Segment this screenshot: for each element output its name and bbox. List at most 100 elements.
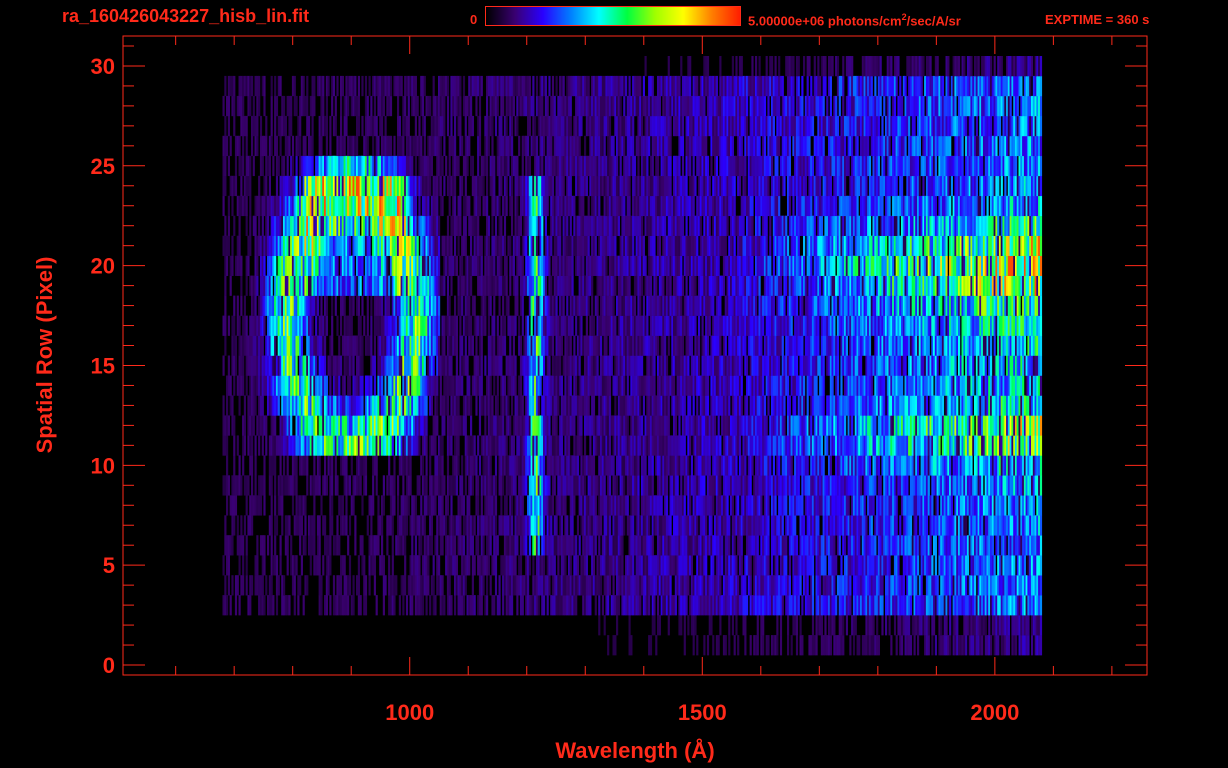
heatmap-cell bbox=[452, 395, 455, 416]
heatmap-cell bbox=[767, 435, 770, 456]
heatmap-cell bbox=[674, 435, 677, 456]
heatmap-cell bbox=[528, 515, 531, 536]
heatmap-cell bbox=[1031, 515, 1034, 536]
heatmap-cell bbox=[863, 575, 866, 596]
heatmap-cell bbox=[605, 395, 608, 416]
heatmap-cell bbox=[247, 435, 250, 456]
heatmap-cell bbox=[409, 575, 412, 596]
heatmap-cell bbox=[954, 615, 957, 636]
heatmap-cell bbox=[778, 435, 781, 456]
heatmap-cell bbox=[673, 495, 676, 516]
heatmap-cell bbox=[324, 515, 327, 536]
heatmap-cell bbox=[605, 535, 608, 556]
heatmap-cell bbox=[1002, 595, 1005, 616]
heatmap-cell bbox=[681, 415, 685, 436]
heatmap-cell bbox=[368, 395, 371, 416]
heatmap-cell bbox=[696, 415, 699, 436]
heatmap-cell bbox=[651, 475, 654, 496]
heatmap-cell bbox=[657, 495, 660, 516]
heatmap-cell bbox=[461, 495, 464, 516]
heatmap-cell bbox=[689, 595, 692, 616]
heatmap-cell bbox=[493, 555, 496, 576]
heatmap-cell bbox=[313, 515, 316, 536]
heatmap-cell bbox=[696, 515, 699, 536]
heatmap-cell bbox=[949, 515, 952, 536]
heatmap-cell bbox=[368, 575, 371, 596]
heatmap-cell bbox=[505, 435, 508, 456]
heatmap-cell bbox=[991, 555, 994, 576]
heatmap-cell bbox=[826, 515, 829, 536]
heatmap-cell bbox=[699, 475, 702, 496]
heatmap-cell bbox=[500, 455, 503, 476]
heatmap-cell bbox=[473, 375, 476, 396]
heatmap-cell bbox=[448, 475, 451, 496]
heatmap-cell bbox=[929, 595, 932, 616]
heatmap-cell bbox=[334, 595, 337, 616]
heatmap-cell bbox=[625, 575, 628, 596]
heatmap-cell bbox=[512, 555, 515, 576]
heatmap-cell bbox=[639, 375, 642, 396]
heatmap-cell bbox=[899, 435, 902, 456]
heatmap-cell bbox=[787, 635, 790, 656]
heatmap-cell bbox=[927, 475, 930, 496]
heatmap-cell bbox=[696, 395, 699, 416]
heatmap-cell bbox=[388, 435, 391, 456]
heatmap-cell bbox=[454, 375, 457, 396]
heatmap-cell bbox=[811, 595, 815, 616]
heatmap-cell bbox=[318, 475, 321, 496]
heatmap-cell bbox=[388, 595, 391, 616]
heatmap-cell bbox=[511, 475, 514, 496]
heatmap-cell bbox=[288, 595, 291, 616]
heatmap-cell bbox=[352, 495, 355, 516]
heatmap-cell bbox=[379, 395, 382, 416]
heatmap-cell bbox=[852, 395, 856, 416]
heatmap-cell bbox=[398, 595, 401, 616]
heatmap-cell bbox=[635, 435, 638, 456]
heatmap-cell bbox=[851, 395, 854, 416]
heatmap-cell bbox=[551, 555, 555, 576]
heatmap-cell bbox=[341, 555, 344, 576]
heatmap-cell bbox=[1018, 595, 1021, 616]
heatmap-cell bbox=[279, 455, 282, 476]
heatmap-cell bbox=[393, 395, 396, 416]
heatmap-cell bbox=[658, 395, 661, 416]
heatmap-cell bbox=[756, 515, 759, 536]
heatmap-cell bbox=[329, 375, 332, 396]
heatmap-cell bbox=[329, 595, 332, 616]
heatmap-cell bbox=[838, 495, 841, 516]
heatmap-cell bbox=[828, 515, 831, 536]
heatmap-cell bbox=[600, 435, 603, 456]
heatmap-cell bbox=[500, 515, 503, 536]
heatmap-cell bbox=[413, 555, 416, 576]
heatmap-cell bbox=[665, 455, 669, 476]
heatmap-cell bbox=[681, 515, 685, 536]
heatmap-cell bbox=[402, 595, 405, 616]
heatmap-cell bbox=[806, 415, 809, 436]
heatmap-cell bbox=[660, 455, 663, 476]
heatmap-cell bbox=[920, 535, 923, 556]
heatmap-cell bbox=[753, 595, 756, 616]
heatmap-cell bbox=[982, 435, 986, 456]
heatmap-cell bbox=[439, 595, 442, 616]
heatmap-cell bbox=[575, 595, 578, 616]
heatmap-cell bbox=[635, 555, 638, 576]
heatmap-cell bbox=[934, 475, 937, 496]
heatmap-cell bbox=[521, 595, 524, 616]
heatmap-cell bbox=[901, 475, 904, 496]
heatmap-cell bbox=[890, 535, 893, 556]
heatmap-cell bbox=[1011, 475, 1014, 496]
heatmap-cell bbox=[329, 535, 332, 556]
heatmap-cell bbox=[388, 575, 391, 596]
heatmap-cell bbox=[600, 395, 603, 416]
heatmap-cell bbox=[692, 435, 695, 456]
heatmap-cell bbox=[247, 515, 250, 536]
heatmap-cell bbox=[817, 535, 820, 556]
heatmap-cell bbox=[334, 395, 337, 416]
heatmap-cell bbox=[936, 435, 939, 456]
heatmap-cell bbox=[402, 415, 405, 436]
heatmap-cell bbox=[988, 475, 991, 496]
heatmap-cell bbox=[696, 475, 699, 496]
heatmap-cell bbox=[1016, 455, 1019, 476]
heatmap-cell bbox=[377, 415, 380, 436]
heatmap-cell bbox=[726, 435, 729, 456]
